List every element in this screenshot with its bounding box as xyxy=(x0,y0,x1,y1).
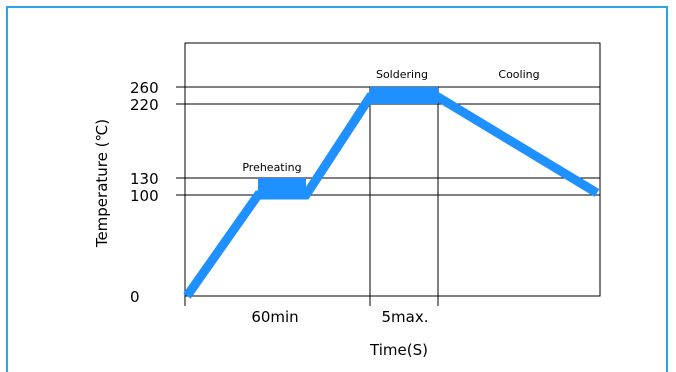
temperature-bands xyxy=(258,87,438,195)
phase-dividers xyxy=(369,87,439,306)
y-tick-label-100: 100 xyxy=(130,187,159,205)
y-tick-label-130: 130 xyxy=(130,170,159,188)
region-label-preheating: Preheating xyxy=(242,161,301,174)
temperature-profile-line xyxy=(183,92,600,299)
y-tick-label-220: 220 xyxy=(130,96,159,114)
profile-series xyxy=(183,92,600,299)
y-axis-title: Temperature (℃) xyxy=(93,119,111,248)
x-phase-label-preheat: 60min xyxy=(251,308,298,326)
plot-area xyxy=(184,42,601,306)
chart-frame xyxy=(6,6,668,372)
plot-border xyxy=(184,42,601,297)
y-tick-label-0: 0 xyxy=(130,288,140,306)
y-tick-label-260: 260 xyxy=(130,79,159,97)
x-phase-label-soldering: 5max. xyxy=(382,308,429,326)
x-axis-title: Time(S) xyxy=(369,341,428,359)
region-label-soldering: Soldering xyxy=(376,68,428,81)
region-label-cooling: Cooling xyxy=(498,68,539,81)
